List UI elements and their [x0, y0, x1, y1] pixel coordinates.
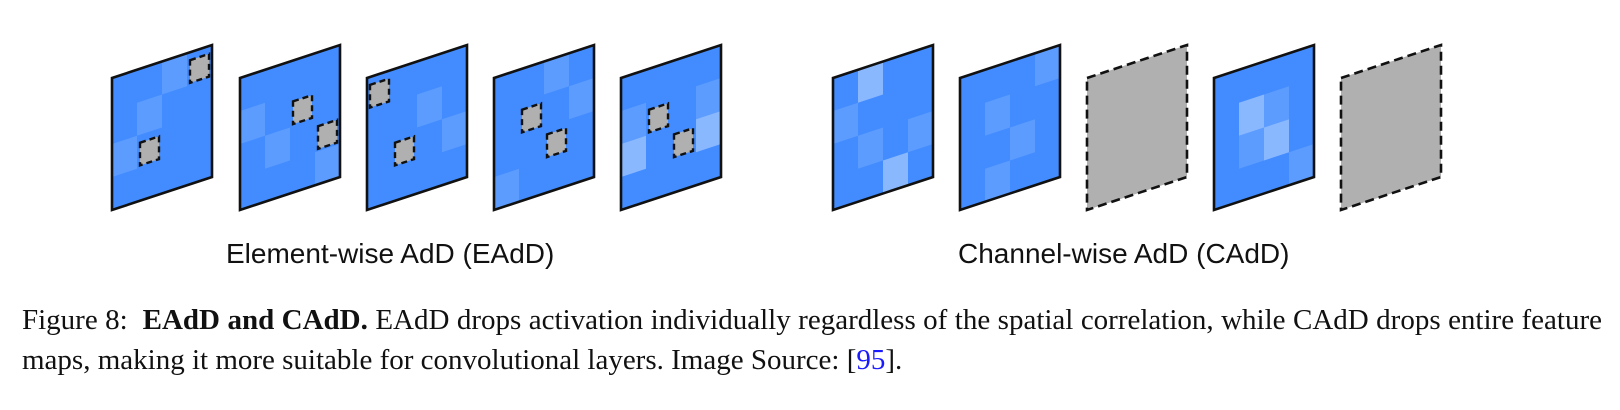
- cadd-2-light-cell: [1035, 45, 1060, 87]
- eadd-1-dropped-cell: [188, 52, 211, 85]
- cadd-4-light-cell: [1289, 144, 1314, 186]
- eadd-2-map-outline: [238, 43, 342, 212]
- citation-link-95[interactable]: 95: [856, 344, 886, 376]
- eadd-5-dropped-cell: [647, 101, 670, 135]
- cadd-1-lighter-cell: [883, 152, 908, 194]
- cadd-2-light-cell: [985, 160, 1010, 202]
- caption-bold-title: EAdD and CAdD.: [142, 304, 368, 336]
- element-wise-label: Element-wise AdD (EAdD): [226, 238, 555, 269]
- cadd-4-lighter-cell: [1264, 119, 1289, 161]
- cadd-1-light-cell: [908, 111, 933, 153]
- cadd-2-light-cell: [1010, 119, 1035, 161]
- eadd-3-dropped-cell: [368, 77, 391, 110]
- cadd-3-dropped-map: [1085, 43, 1189, 212]
- eadd-3-light-cell: [442, 111, 467, 153]
- cadd-2-light-cell: [985, 94, 1010, 136]
- cadd-4-lighter-cell: [1239, 94, 1264, 136]
- eadd-5-lighter-cell: [696, 111, 721, 153]
- eadd-1-light-cell: [137, 94, 162, 136]
- eadd-1-light-cell: [162, 53, 187, 95]
- cadd-4-light-cell: [1239, 127, 1264, 169]
- caption-text: EAdD drops activation individually regar…: [22, 304, 1603, 376]
- eadd-5-light-cell: [696, 78, 721, 120]
- cadd-1-light-cell: [858, 127, 883, 169]
- eadd-5-light-cell: [621, 102, 646, 144]
- channel-wise-label: Channel-wise AdD (CAdD): [958, 238, 1290, 269]
- eadd-2-light-cell: [315, 144, 340, 186]
- eadd-4-light-cell: [569, 78, 594, 120]
- cadd-4-light-cell: [1264, 86, 1289, 128]
- eadd-3-light-cell: [417, 86, 442, 128]
- eadd-1-light-cell: [112, 135, 137, 177]
- caption-ref-close: ].: [885, 344, 903, 376]
- eadd-2-light-cell: [265, 127, 290, 169]
- eadd-4-map-outline: [492, 43, 596, 212]
- eadd-1-dropped-cell: [138, 134, 161, 168]
- eadd-4-dropped-cell: [545, 126, 568, 159]
- figure-caption: Figure 8: EAdD and CAdD. EAdD drops acti…: [22, 300, 1602, 380]
- feature-map-figure: [110, 43, 1443, 212]
- eadd-2-dropped-cell: [316, 118, 339, 151]
- eadd-5-map-outline: [619, 43, 723, 212]
- eadd-4-dropped-cell: [520, 101, 543, 135]
- eadd-4-light-cell: [544, 53, 569, 95]
- cadd-5-dropped-map: [1339, 43, 1443, 212]
- caption-prefix: Figure 8:: [22, 304, 128, 336]
- eadd-5-lighter-cell: [621, 135, 646, 177]
- eadd-3-map-outline: [365, 43, 469, 212]
- eadd-1-map-outline: [110, 43, 214, 212]
- cadd-1-lighter-cell: [858, 61, 883, 103]
- eadd-2-dropped-cell: [291, 93, 314, 126]
- eadd-4-light-cell: [494, 168, 519, 210]
- eadd-5-dropped-cell: [672, 126, 695, 159]
- cadd-2-map-outline: [958, 43, 1062, 212]
- eadd-3-dropped-cell: [393, 134, 416, 168]
- eadd-2-light-cell: [240, 102, 265, 144]
- cadd-1-light-cell: [833, 102, 858, 144]
- caption-ref-open: [: [846, 344, 857, 376]
- cadd-4-map-outline: [1212, 43, 1316, 212]
- cadd-1-map-outline: [831, 43, 935, 212]
